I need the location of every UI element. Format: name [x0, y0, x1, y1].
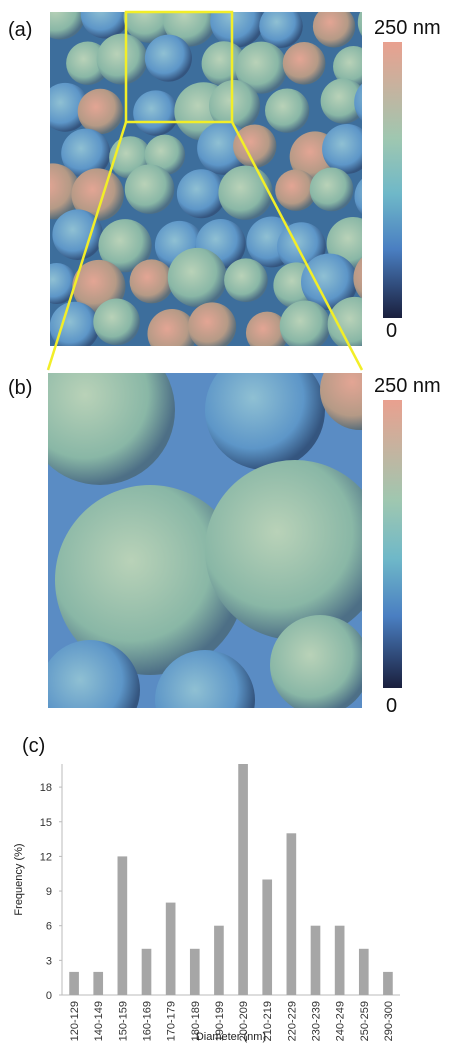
grain [265, 88, 310, 133]
grain [80, 12, 130, 39]
zoom-line [230, 121, 364, 371]
grain [300, 253, 358, 311]
grain [320, 78, 362, 124]
grain [357, 12, 362, 37]
bar [189, 948, 200, 995]
grain [279, 300, 331, 346]
grain [61, 128, 111, 178]
grain [50, 12, 86, 40]
grain [188, 302, 237, 346]
grain [124, 164, 175, 214]
zoom-box [124, 10, 234, 124]
grain [133, 90, 179, 136]
grain [275, 169, 317, 211]
grain [144, 34, 192, 82]
panel-label: (b) [8, 377, 32, 399]
bar [310, 925, 321, 995]
bar [214, 925, 224, 995]
grain [218, 165, 273, 220]
bar [93, 971, 104, 995]
y-tick-label: 15 [40, 817, 52, 829]
colorbar [383, 42, 402, 318]
x-axis-label: Diameter (nm) [196, 1031, 266, 1043]
y-tick-label: 6 [46, 921, 52, 933]
grain [282, 41, 326, 85]
grain [353, 257, 362, 299]
grain [167, 247, 227, 308]
bar [238, 764, 248, 995]
grain [333, 46, 362, 88]
grain [210, 12, 264, 48]
grain [201, 41, 247, 86]
grain [96, 33, 148, 85]
bar [141, 948, 152, 995]
grain [176, 169, 226, 219]
afm-texture [50, 12, 362, 346]
grain [224, 258, 268, 303]
grain [354, 178, 362, 215]
colorbar-max: 250 nm [374, 17, 441, 39]
x-tick-label: 240-249 [335, 1001, 347, 1041]
grain [129, 259, 174, 304]
bar [69, 971, 79, 995]
y-axis-label: Frequency (%) [13, 843, 25, 915]
grain [123, 12, 176, 43]
panel-label: (c) [22, 735, 45, 757]
x-tick-label: 160-169 [142, 1001, 154, 1041]
x-tick-label: 120-129 [69, 1001, 81, 1041]
zoom-line [46, 121, 128, 371]
colorbar-min: 0 [386, 320, 397, 342]
x-tick-label: 220-229 [286, 1001, 298, 1041]
bar-chart: 0 3 6 9 12 15 18 120-129 140-149 150-159 160-169 17… [13, 764, 400, 1043]
bar [358, 948, 369, 995]
grain [322, 123, 362, 174]
y-tick-label: 12 [40, 851, 52, 863]
grain [77, 88, 123, 135]
grain [50, 163, 81, 220]
x-tick-label: 140-149 [93, 1001, 105, 1041]
grain [147, 309, 197, 346]
x-tick-label: 290-300 [383, 1001, 395, 1041]
grain [52, 209, 103, 260]
grain [208, 79, 261, 132]
grain [312, 12, 356, 48]
grain [98, 219, 152, 273]
x-tick-label: 210-219 [262, 1001, 274, 1041]
bar [286, 833, 297, 995]
grain [259, 12, 303, 48]
bar [165, 902, 176, 995]
x-tick-label: 170-179 [166, 1001, 178, 1041]
colorbar-min: 0 [386, 695, 397, 717]
grain [50, 301, 100, 346]
y-tick-label: 0 [46, 990, 52, 1002]
panel-label: (a) [8, 19, 32, 41]
bar [262, 879, 273, 995]
afm-texture [48, 373, 362, 708]
y-tick-label: 18 [40, 782, 52, 794]
grain [235, 41, 288, 94]
bar [383, 971, 393, 995]
bar [334, 925, 345, 995]
colorbar [383, 400, 402, 688]
grain [93, 298, 140, 346]
grain [327, 296, 362, 346]
x-tick-label: 180-189 [190, 1001, 202, 1041]
grain [71, 168, 124, 221]
bar [117, 856, 128, 995]
x-tick-label: 150-159 [117, 1001, 129, 1041]
grain [309, 167, 354, 212]
colorbar-max: 250 nm [374, 375, 441, 397]
y-tick-label: 3 [46, 955, 52, 967]
y-tick-label: 9 [46, 886, 52, 898]
grain [50, 263, 78, 305]
grain [245, 311, 289, 346]
x-tick-label: 190-199 [214, 1001, 226, 1041]
grain [354, 83, 362, 121]
x-tick-label: 230-239 [311, 1001, 323, 1041]
x-tick-label: 200-209 [238, 1001, 250, 1041]
grain [233, 124, 277, 168]
x-tick-label: 250-259 [359, 1001, 371, 1041]
